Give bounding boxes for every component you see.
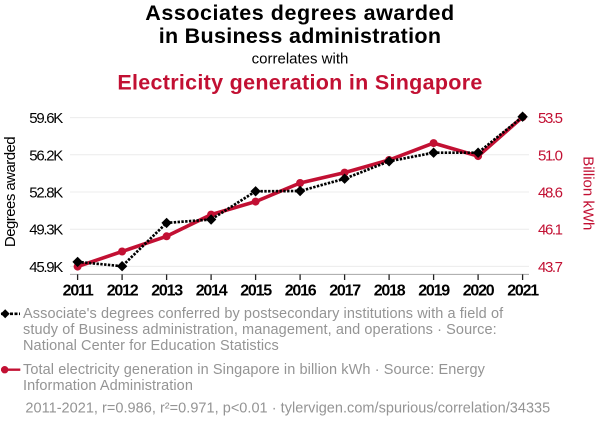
svg-text:2011: 2011: [63, 283, 94, 300]
svg-text:53.5: 53.5: [538, 110, 563, 127]
svg-text:2013: 2013: [151, 283, 183, 300]
svg-text:2018: 2018: [374, 283, 406, 300]
svg-text:49.3K: 49.3K: [29, 222, 63, 239]
svg-text:correlates with: correlates with: [252, 50, 349, 67]
svg-text:2021: 2021: [507, 283, 539, 300]
svg-text:46.1: 46.1: [538, 222, 563, 239]
svg-text:2020: 2020: [463, 283, 495, 300]
svg-text:in Business administration: in Business administration: [159, 24, 442, 48]
svg-text:Total electricity generation i: Total electricity generation in Singapor…: [23, 362, 486, 378]
svg-text:51.0: 51.0: [538, 147, 563, 164]
svg-text:Information Administration: Information Administration: [23, 378, 193, 394]
svg-text:2019: 2019: [418, 283, 450, 300]
svg-text:52.8K: 52.8K: [29, 185, 63, 202]
svg-text:45.9K: 45.9K: [29, 259, 63, 276]
svg-text:2016: 2016: [285, 283, 317, 300]
svg-text:2014: 2014: [196, 283, 228, 300]
svg-text:Associates degrees awarded: Associates degrees awarded: [145, 1, 454, 25]
svg-text:National Center for Education: National Center for Education Statistics: [23, 338, 279, 354]
svg-text:Associate's degrees conferred: Associate's degrees conferred by postsec…: [23, 306, 504, 322]
svg-text:2011-2021, r=0.986, r²=0.971,: 2011-2021, r=0.986, r²=0.971, p<0.01 · t…: [25, 401, 550, 417]
svg-text:43.7: 43.7: [538, 259, 563, 276]
svg-text:2012: 2012: [107, 283, 139, 300]
svg-text:study of Business administrati: study of Business administration, manage…: [23, 322, 497, 338]
svg-text:Electricity generation in Sing: Electricity generation in Singapore: [117, 70, 482, 94]
svg-text:2015: 2015: [240, 283, 272, 300]
svg-text:2017: 2017: [329, 283, 361, 300]
svg-text:59.6K: 59.6K: [29, 110, 63, 127]
svg-text:48.6: 48.6: [538, 185, 563, 202]
svg-text:56.2K: 56.2K: [29, 147, 63, 164]
svg-text:Degrees awarded: Degrees awarded: [2, 137, 19, 247]
svg-text:Billion kWh: Billion kWh: [579, 156, 596, 230]
